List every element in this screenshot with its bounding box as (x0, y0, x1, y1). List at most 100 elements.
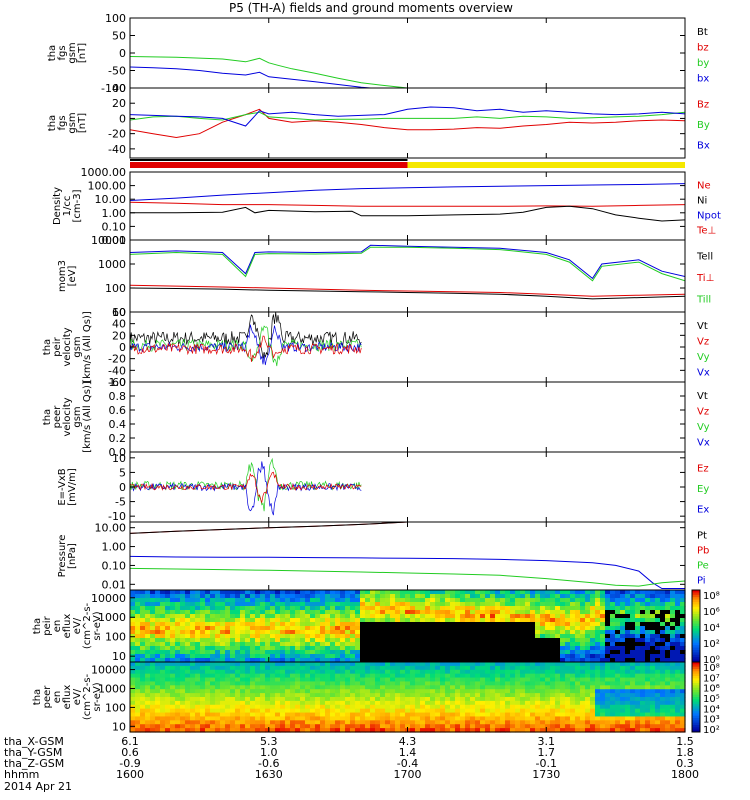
colorbar-segment-0 (692, 640, 700, 644)
colorbar-segment-1 (692, 699, 700, 703)
y-tick-label-1: -40 (108, 143, 126, 156)
y-axis-label-1: [nT] (77, 113, 88, 133)
panel-data-3 (130, 244, 685, 300)
x-tick-label-hhmm-3: 1730 (532, 768, 560, 781)
colorbar-label-1: 10⁶ (703, 684, 720, 695)
colorbar-segment-1 (692, 662, 700, 665)
colorbar-segment-0 (692, 647, 700, 651)
y-tick-label-0: 50 (112, 30, 126, 43)
series-3-Tell (130, 287, 685, 300)
y-axis-label-0: gsm (67, 42, 78, 63)
y-tick-label-spec1: 10 (112, 720, 126, 733)
colorbar-segment-0 (692, 657, 700, 661)
colorbar-label-0: 10⁰ (703, 655, 720, 666)
x-tick-label-Z-4: 0.3 (676, 757, 694, 770)
legend-0-Bt: Bt (697, 27, 708, 38)
y-axis-label-0: fgs (57, 45, 68, 60)
colorbar-segment-0 (692, 623, 700, 627)
colorbar-segment-1 (692, 685, 700, 689)
y-tick-label-7: 1.00 (102, 541, 127, 554)
x-tick-label-Z-3: -0.1 (536, 757, 557, 770)
colorbar-segment-0 (692, 609, 700, 613)
colorbar-segment-1 (692, 708, 700, 712)
panel-frame-7 (129, 521, 686, 591)
mode-bar-red (130, 162, 408, 168)
y-tick-label-6: -5 (115, 496, 126, 509)
colorbar-segment-0 (692, 597, 700, 601)
colorbar-segment-1 (692, 706, 700, 710)
y-tick-label-spec1: 1000 (98, 682, 126, 695)
x-tick-label-hhmm-1: 1630 (255, 768, 283, 781)
colorbar-segment-1 (692, 722, 700, 726)
y-axis-label-spec0: peir (42, 615, 53, 635)
colorbar-segment-0 (692, 630, 700, 634)
y-axis-label-5: [km/s (All Qs)] (82, 381, 93, 453)
colorbar-segment-0 (692, 621, 700, 625)
y-axis-label-1: fgs (57, 115, 68, 130)
panel-frame-0 (129, 17, 686, 89)
y-axis-label-spec1: eV/ (72, 688, 83, 705)
colorbar-segment-1 (692, 729, 700, 733)
colorbar-segment-1 (692, 666, 700, 670)
y-tick-label-5: 0.0 (109, 446, 127, 459)
legend-3-Ti⊥: Ti⊥ (696, 273, 714, 284)
panel-data-2 (130, 183, 685, 222)
y-tick-label-4: 40 (112, 318, 126, 331)
y-tick-label-4: 0 (119, 341, 126, 354)
y-axis-label-2: 1/cc (62, 196, 73, 217)
y-tick-label-4: 60 (112, 306, 126, 319)
y-tick-label-0: 0 (119, 47, 126, 60)
y-axis-label-spec1: (cm^2-s- (82, 673, 93, 720)
x-tick-label-X-1: 5.3 (260, 735, 278, 748)
x-row-label-2: tha_Z-GSM (4, 757, 64, 770)
series-3-Te⊥ (130, 284, 685, 297)
x-row-label-0: tha_X-GSM (4, 735, 64, 748)
y-axis-label-0: [nT] (77, 43, 88, 63)
colorbar-segment-1 (692, 704, 700, 707)
y-axis-label-6: E=-VxB (57, 468, 68, 505)
x-tick-label-Z-0: -0.9 (119, 757, 140, 770)
y-axis-label-0: tha (47, 45, 58, 61)
y-tick-label-6: 10 (112, 452, 126, 465)
colorbar-segment-0 (692, 652, 700, 656)
y-axis-label-4: [km/s (All Qs)] (82, 311, 93, 383)
x-row-label-4: 2014 Apr 21 (4, 780, 72, 793)
y-tick-label-3: 10000 (91, 234, 126, 247)
colorbar-segment-1 (692, 725, 700, 728)
legend-3-Till: Till (696, 294, 711, 305)
colorbar-segment-1 (692, 711, 700, 714)
y-tick-label-3: 1000 (98, 258, 126, 271)
legend-4-Vx: Vx (697, 367, 710, 378)
legend-5-Vt: Vt (697, 391, 708, 402)
colorbar-segment-1 (692, 692, 700, 696)
colorbar-segment-0 (692, 645, 700, 649)
panel-data-6 (130, 457, 362, 516)
colorbar-segment-0 (692, 611, 700, 615)
y-axis-label-2: [cm-3] (72, 189, 83, 222)
y-tick-label-5: 0.8 (109, 390, 127, 403)
y-axis-label-spec1: eflux (62, 685, 73, 710)
colorbar-segment-0 (692, 590, 700, 593)
x-tick-label-Y-2: 1.4 (399, 746, 417, 759)
legend-6-Ey: Ey (697, 484, 709, 495)
legend-5-Vz: Vz (697, 406, 709, 417)
y-tick-label-2: 1.00 (102, 207, 127, 220)
colorbar-segment-0 (692, 626, 700, 629)
colorbar-segment-1 (692, 664, 700, 668)
x-tick-label-X-0: 6.1 (121, 735, 139, 748)
legend-0-bx: bx (697, 73, 709, 84)
series-1-Bz (130, 108, 685, 139)
colorbar-segment-1 (692, 694, 700, 698)
colorbar-segment-0 (692, 614, 700, 617)
series-1-By (130, 111, 685, 121)
colorbar-segment-0 (692, 618, 700, 622)
colorbar-segment-0 (692, 659, 700, 663)
y-tick-label-1: 20 (112, 97, 126, 110)
series-6-Ez (130, 471, 362, 504)
legend-1-Bx: Bx (697, 141, 710, 152)
colorbar-label-0: 10⁸ (703, 591, 720, 602)
mode-bar-yellow (407, 162, 685, 168)
x-tick-label-Y-0: 0.6 (121, 746, 139, 759)
legend-4-Vy: Vy (697, 352, 710, 363)
